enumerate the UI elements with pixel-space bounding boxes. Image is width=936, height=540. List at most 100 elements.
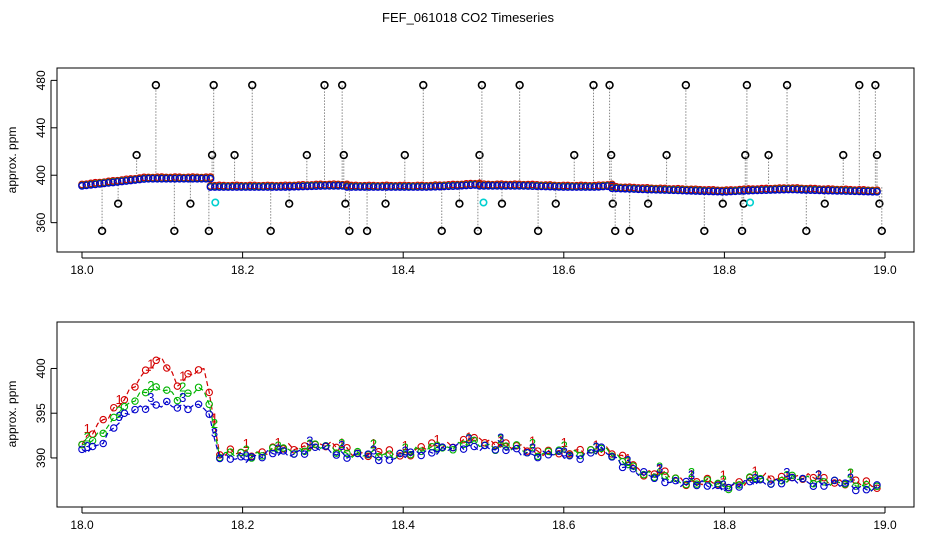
baseline-point-blue (713, 187, 722, 196)
baseline-point-blue (815, 186, 824, 195)
series-label-3: 3 (147, 390, 154, 405)
series-point-3 (777, 479, 786, 488)
series-label-3: 3 (84, 439, 91, 454)
spike-point (204, 226, 214, 236)
baseline-point-blue (440, 182, 449, 191)
series-point-2 (110, 413, 118, 422)
spike-point (570, 150, 579, 160)
series-label-3: 3 (751, 471, 758, 486)
baseline-point-blue (126, 176, 135, 185)
series-point-1 (163, 364, 171, 372)
baseline-point-blue (762, 186, 771, 194)
series-label-3: 3 (402, 443, 409, 458)
series-point-2 (406, 450, 415, 459)
spike-point (610, 226, 620, 236)
y-tick-label: 400 (34, 165, 48, 185)
baseline-point-blue (396, 183, 404, 191)
baseline-point-blue (316, 182, 325, 190)
series-point-3 (873, 481, 881, 489)
baseline-point-blue (241, 183, 250, 191)
baseline-point-blue (855, 187, 864, 196)
baseline-point-blue (153, 174, 162, 183)
baseline-point-blue (506, 182, 515, 190)
series-point-3 (322, 442, 330, 450)
series-point-3 (290, 450, 298, 458)
series-point-2 (131, 397, 139, 405)
series-label-2: 2 (211, 416, 218, 431)
series-label-1: 1 (465, 429, 472, 444)
baseline-point-blue (828, 186, 837, 195)
baseline-point-blue (634, 185, 643, 194)
series-point-3 (332, 451, 341, 459)
baseline-point-blue (784, 185, 793, 194)
spike-point (718, 199, 727, 208)
series-point-3 (820, 482, 828, 490)
series-point-3 (417, 451, 425, 460)
baseline-point-blue (449, 182, 457, 190)
series-point-2 (459, 440, 468, 449)
baseline-point-blue (643, 185, 652, 194)
series-point-3 (216, 454, 224, 463)
spike-point (764, 150, 773, 160)
spike-point (345, 226, 354, 236)
series-label-3: 3 (815, 467, 822, 482)
x-tick-label: 18.6 (552, 518, 576, 532)
spike-point (132, 150, 141, 160)
baseline-point-blue (480, 182, 488, 190)
baseline-point-blue (166, 174, 175, 183)
series-label-2: 2 (561, 438, 568, 453)
baseline-point-blue (868, 187, 877, 196)
baseline-point-blue (497, 182, 506, 190)
series-label-1: 1 (243, 436, 250, 451)
spike-point (381, 199, 390, 208)
series-label-2: 2 (433, 439, 440, 454)
spike-point (608, 199, 617, 208)
baseline-point-blue (87, 181, 95, 189)
baseline-point-blue (630, 185, 638, 193)
series-point-3 (353, 449, 362, 458)
series-point-3 (300, 450, 309, 458)
baseline-point-blue (833, 186, 841, 195)
baseline-point-blue (268, 183, 276, 191)
baseline-point-blue (837, 187, 846, 195)
baseline-point-blue (665, 186, 674, 195)
series-point-3 (459, 445, 468, 453)
baseline-point-blue (404, 183, 413, 191)
series-label-3: 3 (243, 448, 250, 463)
baseline-point-blue (312, 182, 321, 190)
baseline-point-blue (122, 177, 131, 185)
baseline-point-blue (157, 174, 166, 183)
spike-point (113, 199, 123, 208)
series-label-2: 2 (497, 431, 504, 446)
baseline-point-blue (131, 176, 140, 184)
series-label-1: 1 (211, 410, 218, 425)
baseline-point-blue (180, 174, 188, 183)
series-label-2: 2 (402, 441, 409, 456)
series-point-3 (735, 483, 743, 491)
series-label-1: 1 (306, 437, 313, 452)
series-label-3: 3 (179, 390, 186, 405)
series-point-2 (194, 383, 203, 392)
baseline-point-blue (457, 181, 466, 190)
baseline-point-blue (374, 183, 382, 191)
series-label-2: 2 (338, 436, 345, 451)
spike-point (339, 150, 348, 160)
series-point-2 (788, 471, 796, 480)
baseline-point-blue (811, 186, 819, 195)
baseline-point-blue (594, 183, 603, 191)
series-point-3 (724, 483, 733, 492)
baseline-point-blue (228, 183, 237, 191)
series-label-1: 1 (179, 368, 186, 383)
series-point-1 (300, 442, 309, 450)
baseline-point-blue (435, 182, 444, 191)
series-point-2 (152, 383, 160, 391)
series-point-2 (88, 436, 97, 445)
baseline-point-blue (586, 183, 594, 191)
series-point-3 (385, 456, 394, 464)
series-point-3 (512, 444, 521, 453)
series-point-3 (184, 405, 192, 414)
series-point-3 (714, 481, 722, 490)
baseline-point-blue (846, 187, 855, 196)
series-point-3 (194, 400, 203, 409)
